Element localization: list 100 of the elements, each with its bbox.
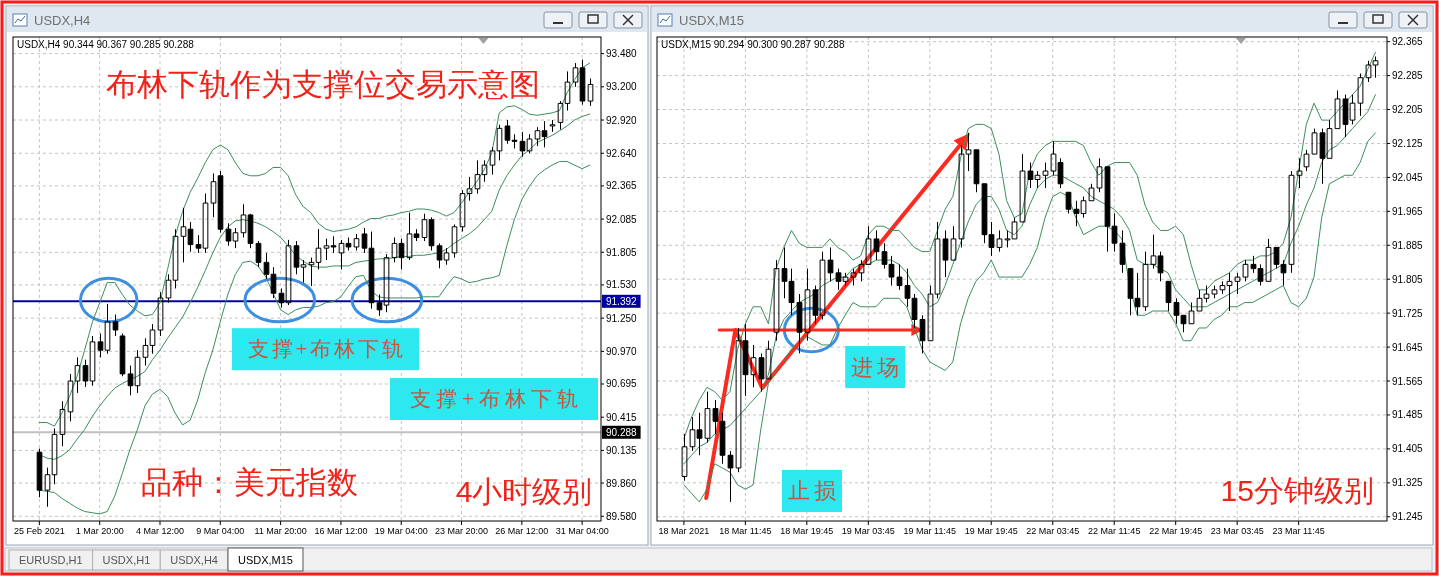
candlestick (225, 222, 232, 247)
x-tick-label: 26 Mar 12:00 (495, 526, 549, 536)
candlestick (451, 223, 458, 259)
candlestick (172, 228, 179, 289)
y-tick-label: 92.365 (606, 180, 638, 192)
chart-title: USDX,H4 (34, 12, 91, 28)
x-tick-label: 16 Mar 12:00 (314, 526, 368, 536)
y-tick-label: 92.285 (1392, 70, 1424, 82)
x-tick-label: 4 Mar 12:00 (135, 526, 185, 536)
candlestick (187, 221, 194, 253)
candlestick (134, 349, 141, 394)
candlestick (541, 120, 548, 148)
candlestick (82, 359, 89, 388)
text: USDX,H4 (170, 554, 218, 566)
candlestick (89, 335, 96, 387)
candlestick (323, 238, 330, 261)
y-tick-label: 89.860 (606, 477, 638, 489)
candlestick (67, 373, 74, 422)
y-tick-label: 91.245 (1392, 511, 1424, 523)
candlestick (278, 287, 285, 308)
candlestick (165, 273, 172, 304)
y-tick-label: 91.645 (1392, 341, 1424, 353)
x-tick-label: 23 Mar 11:45 (1272, 526, 1325, 536)
y-tick-label: 92.125 (1392, 137, 1424, 149)
y-tick-label: 92.920 (606, 114, 638, 126)
candlestick (51, 427, 58, 485)
y-tick-label: 92.365 (1392, 36, 1424, 48)
candlestick (496, 124, 503, 161)
x-tick-label: 19 Mar 03:45 (841, 526, 895, 536)
candlestick (202, 193, 209, 254)
candlestick (112, 314, 119, 337)
candlestick (217, 170, 224, 234)
candlestick (157, 291, 164, 337)
line-series (683, 94, 1376, 465)
candlestick (330, 235, 337, 254)
candlestick (195, 234, 202, 254)
x-tick-label: 18 Mar 2021 (658, 526, 710, 536)
candlestick (383, 253, 390, 313)
y-tick-label: 91.805 (606, 246, 638, 258)
candlestick (398, 238, 405, 271)
candlestick (436, 242, 443, 269)
x-tick-label: 9 Mar 04:00 (196, 526, 245, 536)
y-tick-label: 91.325 (1392, 477, 1424, 489)
candlestick (579, 59, 586, 106)
ref-line-label: 91.392 (606, 295, 638, 307)
y-tick-label: 91.530 (606, 279, 638, 291)
text: USDX,M15 (237, 554, 293, 566)
candlestick (526, 133, 533, 154)
line-series (683, 51, 1376, 439)
y-tick-label: 91.485 (1392, 409, 1424, 421)
candlestick (406, 212, 413, 261)
y-tick-label: 91.405 (1392, 443, 1424, 455)
y-tick-label: 92.085 (606, 213, 638, 225)
x-tick-label: 11 Mar 20:00 (254, 526, 307, 536)
candlestick (308, 257, 315, 287)
candlestick (481, 159, 488, 183)
x-tick-label: 19 Mar 19:45 (964, 526, 1018, 536)
candlestick (74, 356, 81, 394)
y-tick-label: 93.480 (606, 48, 638, 60)
candlestick (345, 236, 352, 252)
candlestick (180, 207, 187, 263)
x-tick-label: 23 Mar 20:00 (435, 526, 489, 536)
candlestick (466, 176, 473, 202)
candlestick (489, 146, 496, 176)
x-tick-label: 18 Mar 11:45 (719, 526, 772, 536)
x-tick-label: 22 Mar 03:45 (1026, 526, 1080, 536)
y-tick-label: 90.135 (606, 444, 638, 456)
candlestick (534, 126, 541, 147)
x-tick-label: 25 Feb 2021 (14, 526, 65, 536)
x-tick-label: 31 Mar 04:00 (555, 526, 609, 536)
candlestick (443, 247, 450, 266)
candlestick (519, 131, 526, 158)
y-tick-label: 91.725 (1392, 307, 1424, 319)
x-tick-label: 1 Mar 20:00 (75, 526, 124, 536)
candlestick (255, 240, 262, 268)
x-tick-label: 22 Mar 19:45 (1149, 526, 1203, 536)
annotation: 进场 (851, 354, 904, 380)
y-tick-label: 91.885 (1392, 239, 1424, 251)
candlestick (474, 159, 481, 195)
chart-subtitle: USDX,M15 90.294 90.300 90.287 90.288 (661, 39, 845, 50)
x-tick-label: 19 Mar 04:00 (374, 526, 428, 536)
x-tick-label: 23 Mar 03:45 (1210, 526, 1264, 536)
candlestick (119, 333, 126, 377)
candlestick (315, 228, 322, 271)
y-tick-label: 92.640 (606, 147, 638, 159)
y-tick-label: 92.045 (1392, 171, 1424, 183)
annotation: 止损 (787, 478, 840, 504)
candlestick (428, 216, 435, 252)
candlestick (210, 172, 217, 218)
candlestick (511, 133, 518, 150)
candlestick (361, 227, 368, 254)
candlestick (557, 100, 564, 131)
candlestick (36, 448, 43, 498)
annotation: 支撑+布林下轨 (410, 387, 583, 412)
candlestick (300, 259, 307, 284)
candlestick (270, 266, 277, 299)
candlestick (587, 78, 594, 107)
y-tick-label: 91.250 (606, 312, 638, 324)
candlestick (549, 119, 556, 133)
candlestick (285, 239, 292, 306)
